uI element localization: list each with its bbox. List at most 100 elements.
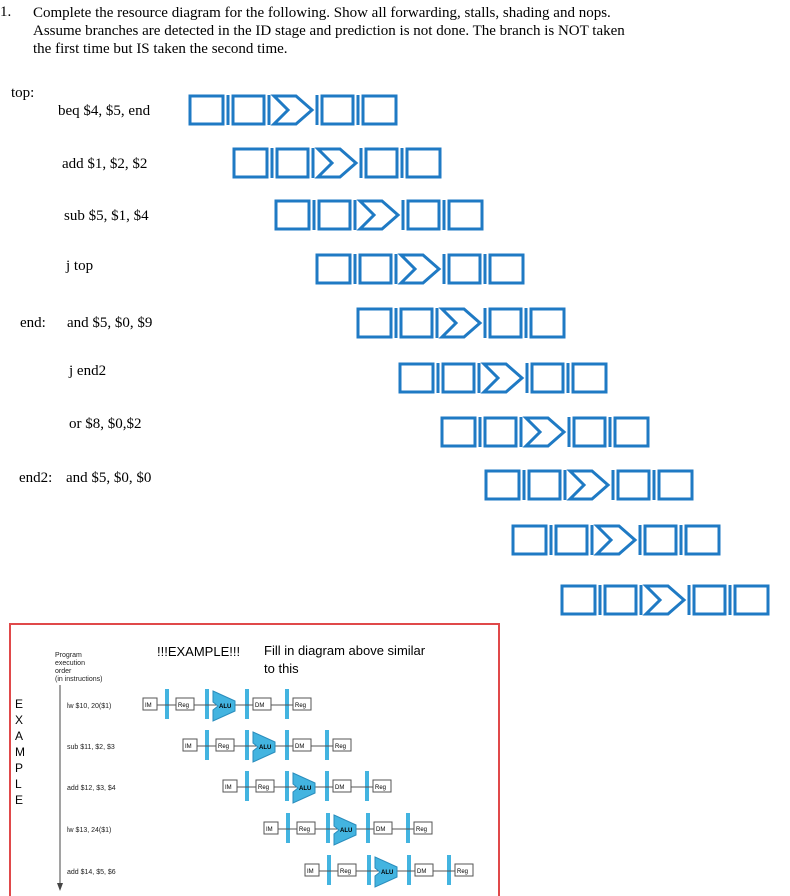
reg-read-box	[255, 779, 275, 793]
alu-label: ALU	[219, 704, 231, 710]
stage-mem-box	[643, 524, 678, 556]
example-note-line: Fill in diagram above similar	[264, 643, 426, 658]
stage-alu-shape	[593, 524, 638, 556]
pipeline-row	[188, 94, 398, 126]
order-label-line: execution	[55, 660, 85, 667]
pipeline-row	[315, 253, 525, 285]
stage-alu-shape	[480, 362, 525, 394]
stage-mem-box	[320, 94, 355, 126]
pipeline-register	[447, 855, 451, 885]
side-letter: X	[15, 713, 23, 727]
stage-id-box	[527, 469, 562, 501]
stage-alu-shape	[356, 199, 401, 231]
code-label: end:	[20, 315, 46, 331]
pipeline-register	[165, 689, 169, 719]
reg-label: Reg	[299, 827, 310, 833]
pipeline-row	[274, 199, 484, 231]
pipeline-register	[285, 771, 289, 801]
stage-if-box	[484, 469, 521, 501]
stage-alu-shape	[566, 469, 611, 501]
pipeline-register	[325, 771, 329, 801]
stage-id-box	[603, 584, 638, 616]
reg-write-box	[332, 738, 352, 752]
reg-label: Reg	[340, 869, 351, 875]
alu-label: ALU	[299, 786, 311, 792]
dm-label: DM	[335, 785, 344, 791]
stage-wb-box	[684, 524, 721, 556]
dm-label: DM	[417, 869, 426, 875]
stage-alu-shape	[397, 253, 442, 285]
stage-wb-box	[657, 469, 694, 501]
code-label: end2:	[19, 470, 53, 486]
pipeline-row	[356, 307, 566, 339]
pipeline-register	[327, 855, 331, 885]
pipeline-register	[325, 730, 329, 760]
stage-wb-box	[529, 307, 566, 339]
stage-wb-box	[613, 416, 650, 448]
stage-alu-shape	[270, 94, 315, 126]
side-letter: L	[15, 777, 22, 791]
im-label: IM	[307, 869, 314, 875]
instruction-text: or $8, $0,$2	[69, 416, 142, 432]
reg-label: Reg	[416, 827, 427, 833]
reg-write-box	[372, 779, 392, 793]
pipeline-register	[245, 730, 249, 760]
reg-write-box	[292, 697, 312, 711]
im-box	[222, 779, 238, 793]
stage-wb-box	[488, 253, 525, 285]
reg-read-box	[296, 821, 316, 835]
order-label-line: (in instructions)	[55, 676, 102, 683]
pipeline-register	[366, 813, 370, 843]
alu-label: ALU	[259, 745, 271, 751]
alu-shape	[292, 772, 316, 804]
example-instruction: lw $13, 24($1)	[67, 827, 111, 834]
pipeline-row	[398, 362, 608, 394]
instruction-text: add $1, $2, $2	[62, 156, 148, 172]
alu-label: ALU	[381, 870, 393, 876]
alu-shape	[374, 856, 398, 888]
pipeline-register	[205, 730, 209, 760]
example-pipeline-figure: !!!EXAMPLE!!! Fill in diagram above simil…	[15, 643, 474, 891]
stage-id-box	[358, 253, 393, 285]
stage-mem-box	[572, 416, 607, 448]
dm-box	[414, 863, 434, 877]
stage-wb-box	[733, 584, 770, 616]
stage-alu-shape	[522, 416, 567, 448]
order-arrow-head	[57, 883, 63, 891]
stage-wb-box	[571, 362, 608, 394]
instruction-text: and $5, $0, $9	[67, 315, 153, 331]
instruction-text: beq $4, $5, end	[58, 103, 151, 119]
pipeline-register	[326, 813, 330, 843]
side-letter: P	[15, 761, 23, 775]
side-letter: E	[15, 793, 23, 807]
stage-mem-box	[364, 147, 399, 179]
stage-id-box	[441, 362, 476, 394]
stage-id-box	[483, 416, 518, 448]
reg-label: Reg	[375, 785, 386, 791]
pipeline-register	[285, 689, 289, 719]
reg-write-box	[413, 821, 433, 835]
dm-box	[332, 779, 352, 793]
stage-wb-box	[447, 199, 484, 231]
reg-read-box	[175, 697, 195, 711]
im-label: IM	[185, 744, 192, 750]
reg-label: Reg	[258, 785, 269, 791]
im-box	[263, 821, 279, 835]
pipeline-register	[285, 730, 289, 760]
stage-wb-box	[405, 147, 442, 179]
im-box	[182, 738, 198, 752]
pipeline-register	[286, 813, 290, 843]
code-label: top:	[11, 85, 35, 101]
alu-shape	[252, 731, 276, 763]
stage-alu-shape	[314, 147, 359, 179]
im-box	[304, 863, 320, 877]
pipeline-row	[511, 524, 721, 556]
stage-if-box	[511, 524, 548, 556]
stage-mem-box	[406, 199, 441, 231]
example-note-line: to this	[264, 661, 299, 676]
stage-if-box	[356, 307, 393, 339]
reg-label: Reg	[457, 869, 468, 875]
example-instruction: add $14, $5, $6	[67, 869, 116, 876]
stage-mem-box	[488, 307, 523, 339]
stage-id-box	[231, 94, 266, 126]
